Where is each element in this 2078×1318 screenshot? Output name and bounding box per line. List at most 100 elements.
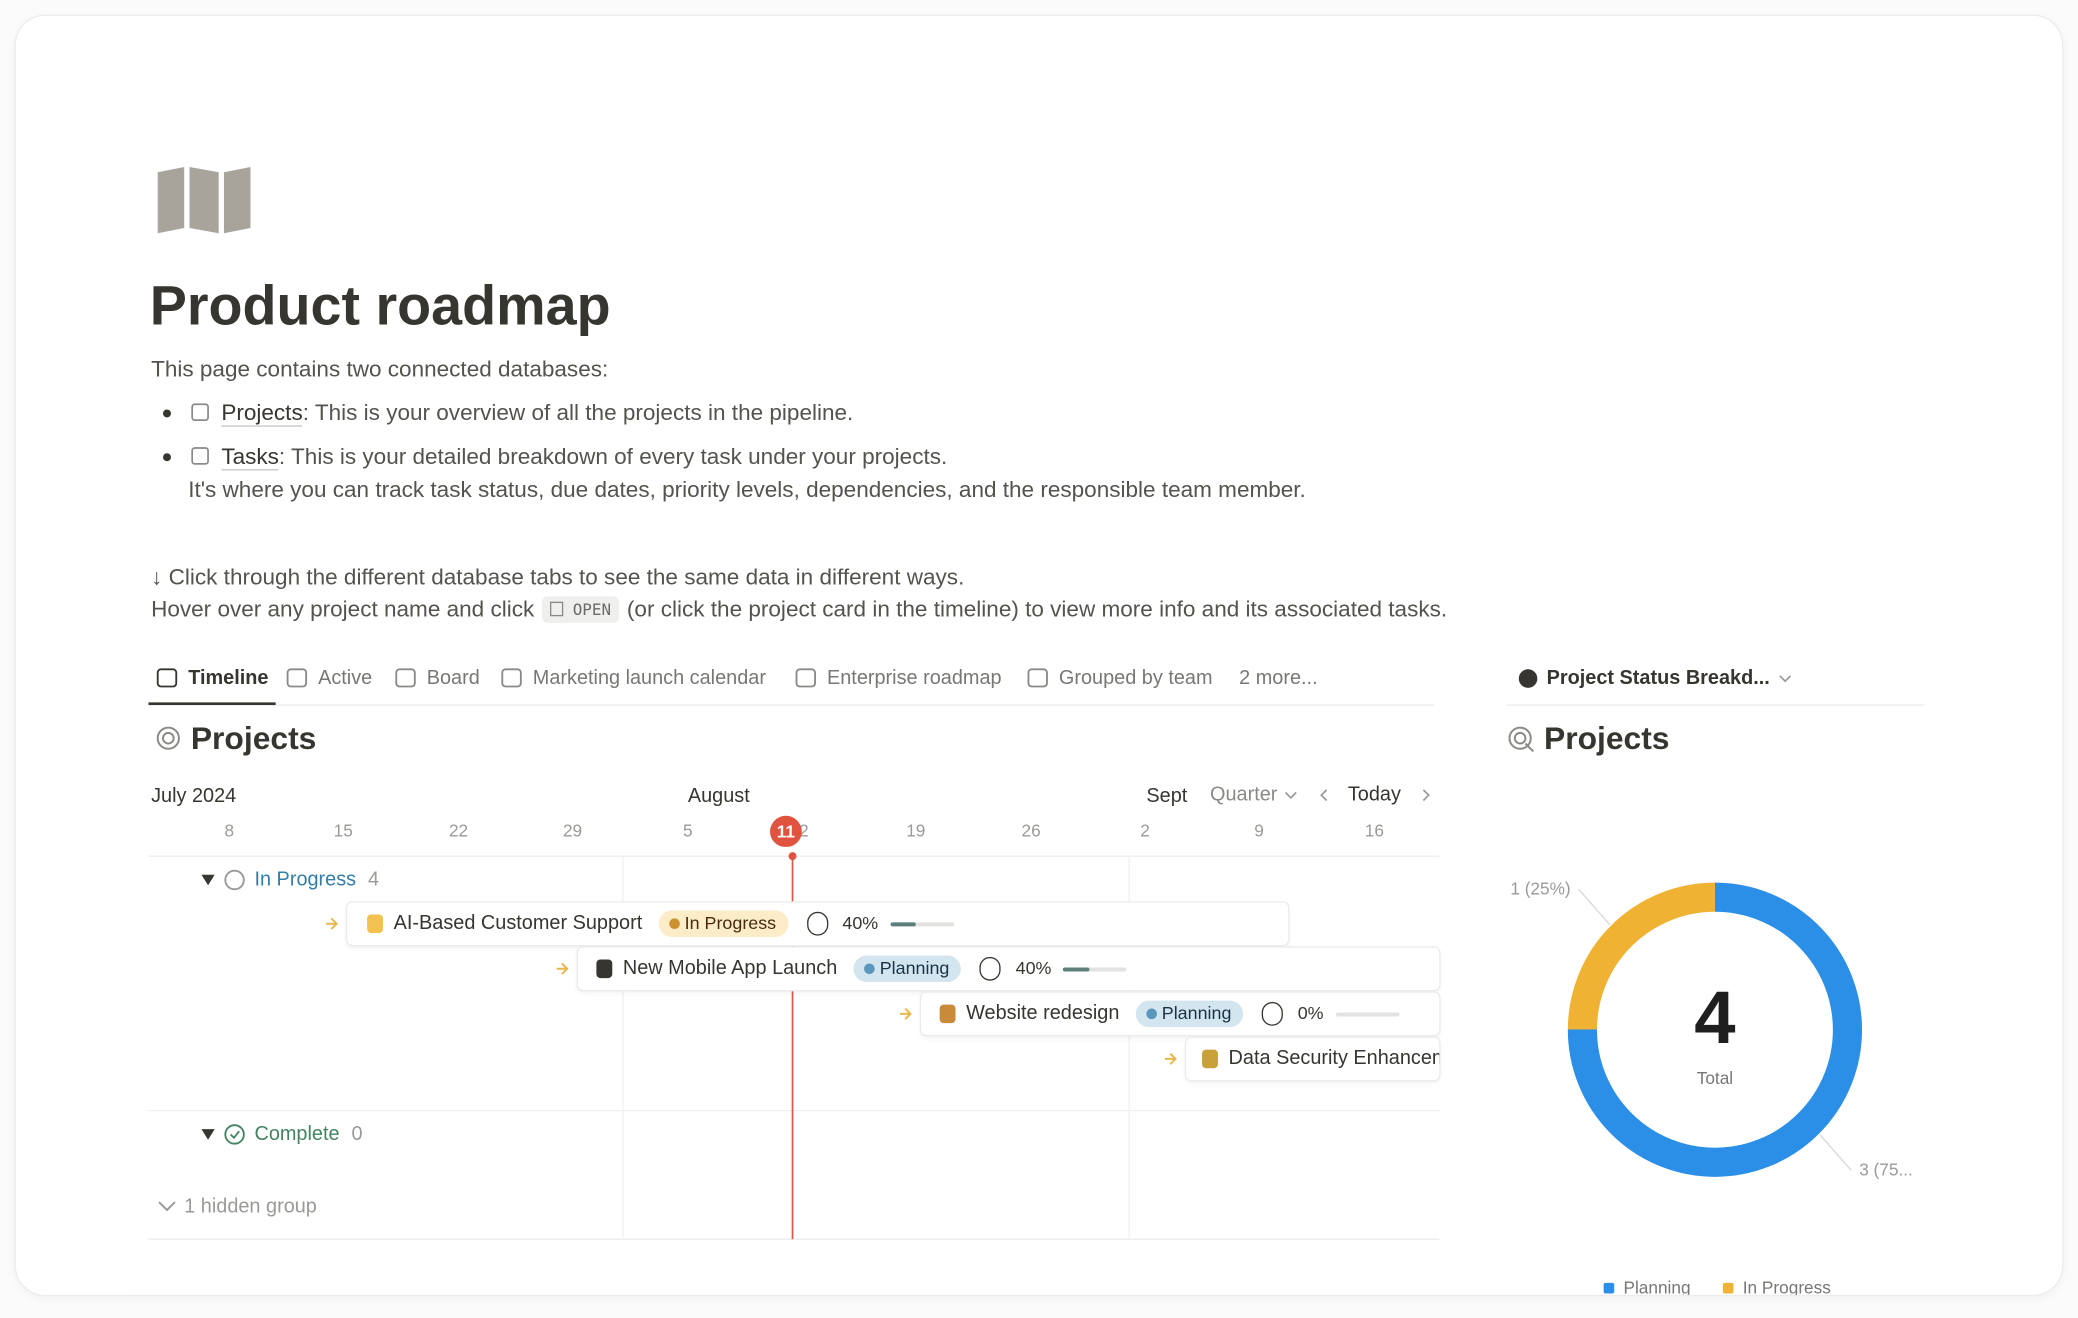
progress-label: 40% <box>1015 958 1052 979</box>
month-label: Sept <box>1146 784 1188 808</box>
project-name[interactable]: AI-Based Customer Support <box>393 911 643 935</box>
dependency-arrow <box>326 917 339 930</box>
chart-heading: Projects <box>1543 720 1670 757</box>
bullet-dot <box>163 409 171 418</box>
progress-label: 0% <box>1297 1003 1324 1024</box>
graphics-layer <box>148 166 1925 1294</box>
assignee-avatar <box>979 956 1002 981</box>
page-card: Product roadmap This page contains two co… <box>15 15 2063 1295</box>
group-name[interactable]: In Progress <box>254 868 357 891</box>
view-tab[interactable]: Active <box>318 666 373 690</box>
donut-segment <box>1567 882 1863 1177</box>
view-tab[interactable]: 2 more... <box>1239 666 1318 690</box>
donut-total-label: Total <box>1696 1068 1734 1089</box>
group-header: Complete 0 <box>254 1121 362 1148</box>
db-link-icon <box>191 447 209 465</box>
view-tab[interactable]: Enterprise roadmap <box>826 666 1002 690</box>
tab-icon <box>1027 668 1048 688</box>
status-check <box>229 1130 240 1140</box>
open-label: OPEN <box>572 600 612 619</box>
status-dot <box>1145 1008 1157 1020</box>
status-pill: In Progress <box>658 910 789 937</box>
group-count: 0 <box>351 1122 363 1146</box>
tab-icon <box>286 668 308 688</box>
progress-track <box>890 922 954 927</box>
status-label: Planning <box>1161 1003 1232 1024</box>
group-header: In Progress 4 <box>254 867 379 894</box>
tab-icon <box>501 668 522 688</box>
hint-text: (or click the project card in the timeli… <box>626 596 1448 622</box>
dependency-arrow <box>899 1007 912 1020</box>
status-pill: Planning <box>853 955 962 983</box>
projects-icon <box>1508 726 1535 753</box>
assignee-avatar <box>1261 1001 1284 1026</box>
view-menu[interactable]: Quarter <box>1209 783 1278 806</box>
donut-total: 4 <box>1694 975 1736 1059</box>
group-toggle[interactable] <box>201 874 215 886</box>
project-icon <box>596 959 613 979</box>
legend-label: In Progress <box>1742 1277 1831 1295</box>
page-icon <box>157 166 251 234</box>
bullet-note: It's where you can track task status, du… <box>188 477 1306 503</box>
prev-arrow[interactable] <box>1320 789 1328 802</box>
view-tab[interactable]: Grouped by team <box>1058 666 1213 690</box>
open-icon <box>550 601 564 617</box>
status-icon <box>224 1124 245 1145</box>
next-arrow[interactable] <box>1422 789 1430 802</box>
today-dot <box>788 852 797 861</box>
bullet-text: : This is your overview of all the proje… <box>302 400 854 426</box>
chart-view-icon <box>1518 669 1538 688</box>
group-toggle[interactable] <box>201 1129 215 1140</box>
today-button[interactable]: Today <box>1347 783 1401 806</box>
month-label: July 2024 <box>151 784 237 808</box>
status-dot <box>863 963 875 975</box>
db-link[interactable]: Tasks <box>221 443 279 471</box>
month-label: August <box>687 784 750 808</box>
slice-label: 1 (25%) <box>1510 878 1571 899</box>
status-label: Planning <box>879 958 950 979</box>
project-name[interactable]: Website redesign <box>966 1001 1120 1025</box>
group-name[interactable]: Complete <box>254 1122 340 1146</box>
bullet-text: : This is your detailed breakdown of eve… <box>278 443 948 470</box>
status-label: In Progress <box>684 913 777 934</box>
project-icon <box>367 914 384 934</box>
expand-chevron[interactable] <box>158 1201 176 1212</box>
open-button[interactable]: OPEN <box>542 596 619 623</box>
db-link[interactable]: Projects <box>221 400 303 427</box>
status-pill: Planning <box>1135 1000 1244 1028</box>
project-card[interactable]: Data Security Enhancement <box>1186 1037 1440 1081</box>
today-marker: 11 <box>769 816 802 847</box>
hidden-groups[interactable]: 1 hidden group <box>184 1195 317 1218</box>
leader-line <box>1578 888 1611 926</box>
day-label: 9 <box>1254 820 1264 841</box>
legend-swatch <box>1722 1282 1734 1294</box>
view-tab[interactable]: Marketing launch calendar <box>532 666 766 690</box>
hint-text: ↓ Click through the different database t… <box>151 564 965 590</box>
timeline-heading: Projects <box>190 720 317 757</box>
project-card[interactable]: Website redesign Planning 0% <box>921 992 1440 1036</box>
projects-icon <box>156 726 180 750</box>
status-dot <box>668 918 680 930</box>
day-label: 5 <box>683 820 693 841</box>
day-label: 15 <box>333 820 353 841</box>
project-card[interactable]: New Mobile App Launch Planning 40% <box>577 947 1440 990</box>
day-label: 22 <box>448 820 469 841</box>
day-label: 29 <box>562 820 583 841</box>
view-tab[interactable]: Timeline <box>188 666 269 690</box>
hint-text: Hover over any project name and click OPE… <box>151 596 1447 623</box>
project-name[interactable]: Data Security Enhancement <box>1228 1046 1440 1070</box>
day-label: 8 <box>224 820 235 841</box>
project-icon <box>1202 1049 1218 1069</box>
bullet-item: Tasks: This is your detailed breakdown o… <box>221 443 948 471</box>
dropdown-chevron[interactable] <box>1779 675 1792 683</box>
chart-view-tab[interactable]: Project Status Breakd... <box>1546 666 1770 690</box>
project-name[interactable]: New Mobile App Launch <box>622 956 838 980</box>
intro-text: This page contains two connected databas… <box>151 356 609 382</box>
dropdown-chevron[interactable] <box>1284 791 1297 800</box>
project-card[interactable]: AI-Based Customer Support In Progress 40% <box>347 902 1289 945</box>
view-tab[interactable]: Board <box>426 666 480 690</box>
project-icon <box>939 1004 956 1024</box>
dependency-arrow <box>556 962 569 975</box>
day-label: 26 <box>1021 820 1041 841</box>
